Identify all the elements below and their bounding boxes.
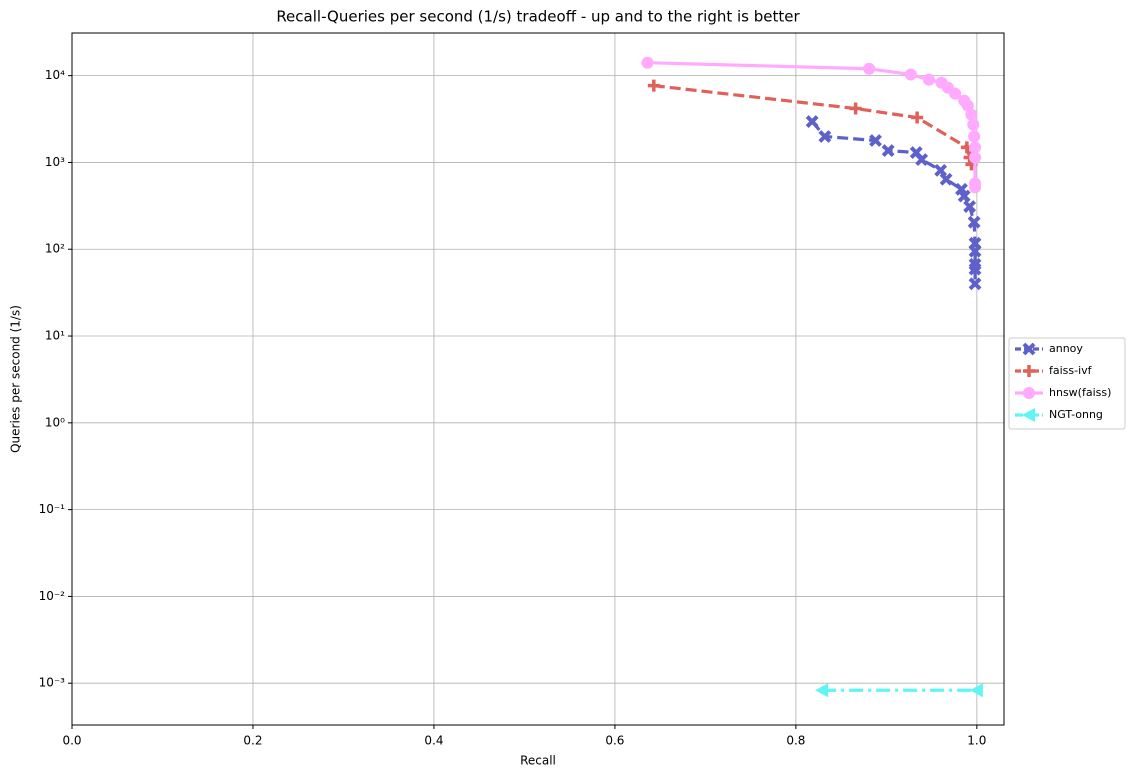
y-tick-label: 10⁻³ [39,676,66,690]
x-tick-label: 0.2 [243,734,262,748]
data-point [647,79,660,92]
data-point [641,56,654,69]
data-point [969,151,982,164]
data-point [805,115,819,128]
x-axis-label: Recall [520,754,556,768]
legend-marker [1022,342,1036,356]
legend-label: NGT-onng [1049,408,1103,421]
data-point [869,134,882,147]
y-axis-label: Queries per second (1/s) [9,305,23,453]
data-point [904,68,917,81]
data-point [961,99,974,112]
y-tick-label: 10² [45,242,65,256]
data-point [969,683,983,698]
legend-label: hnsw(faiss) [1049,386,1111,399]
y-tick-label: 10⁻¹ [39,502,66,516]
data-point [957,189,971,203]
data-point [969,181,982,194]
data-point [967,215,981,229]
legend-label: annoy [1049,342,1083,355]
data-point [968,262,982,276]
legend-box [1008,337,1126,430]
legend-marker [1023,387,1035,399]
data-point [963,200,977,214]
y-tick-label: 10¹ [45,329,65,343]
data-point [922,73,935,86]
data-point [968,130,981,143]
legend-marker [1022,408,1035,422]
x-tick-label: 0.0 [62,734,81,748]
x-tick-label: 0.6 [605,734,624,748]
data-point [849,102,862,115]
data-point [965,108,978,121]
y-tick-label: 10³ [45,155,65,169]
data-point [934,163,948,177]
x-tick-label: 1.0 [967,734,986,748]
data-point [818,130,832,143]
data-point [949,87,962,100]
y-tick-label: 10⁻² [39,589,66,603]
chart-title: Recall-Queries per second (1/s) tradeoff… [276,8,800,26]
data-point [967,118,980,131]
y-tick-label: 10⁰ [45,415,65,429]
x-tick-label: 0.8 [786,734,805,748]
data-point [968,277,982,291]
data-point [968,244,982,258]
data-point [863,62,876,75]
y-tick-label: 10⁴ [45,68,65,82]
data-point [939,172,953,186]
data-point [911,111,924,124]
data-point [915,153,929,166]
data-point [881,144,895,157]
plot-frame [71,32,1005,726]
data-point [815,683,829,698]
legend-label: faiss-ivf [1049,364,1093,377]
legend-marker [1023,365,1035,377]
series-line [653,84,973,165]
x-tick-label: 0.4 [424,734,443,748]
data-point [969,141,982,154]
